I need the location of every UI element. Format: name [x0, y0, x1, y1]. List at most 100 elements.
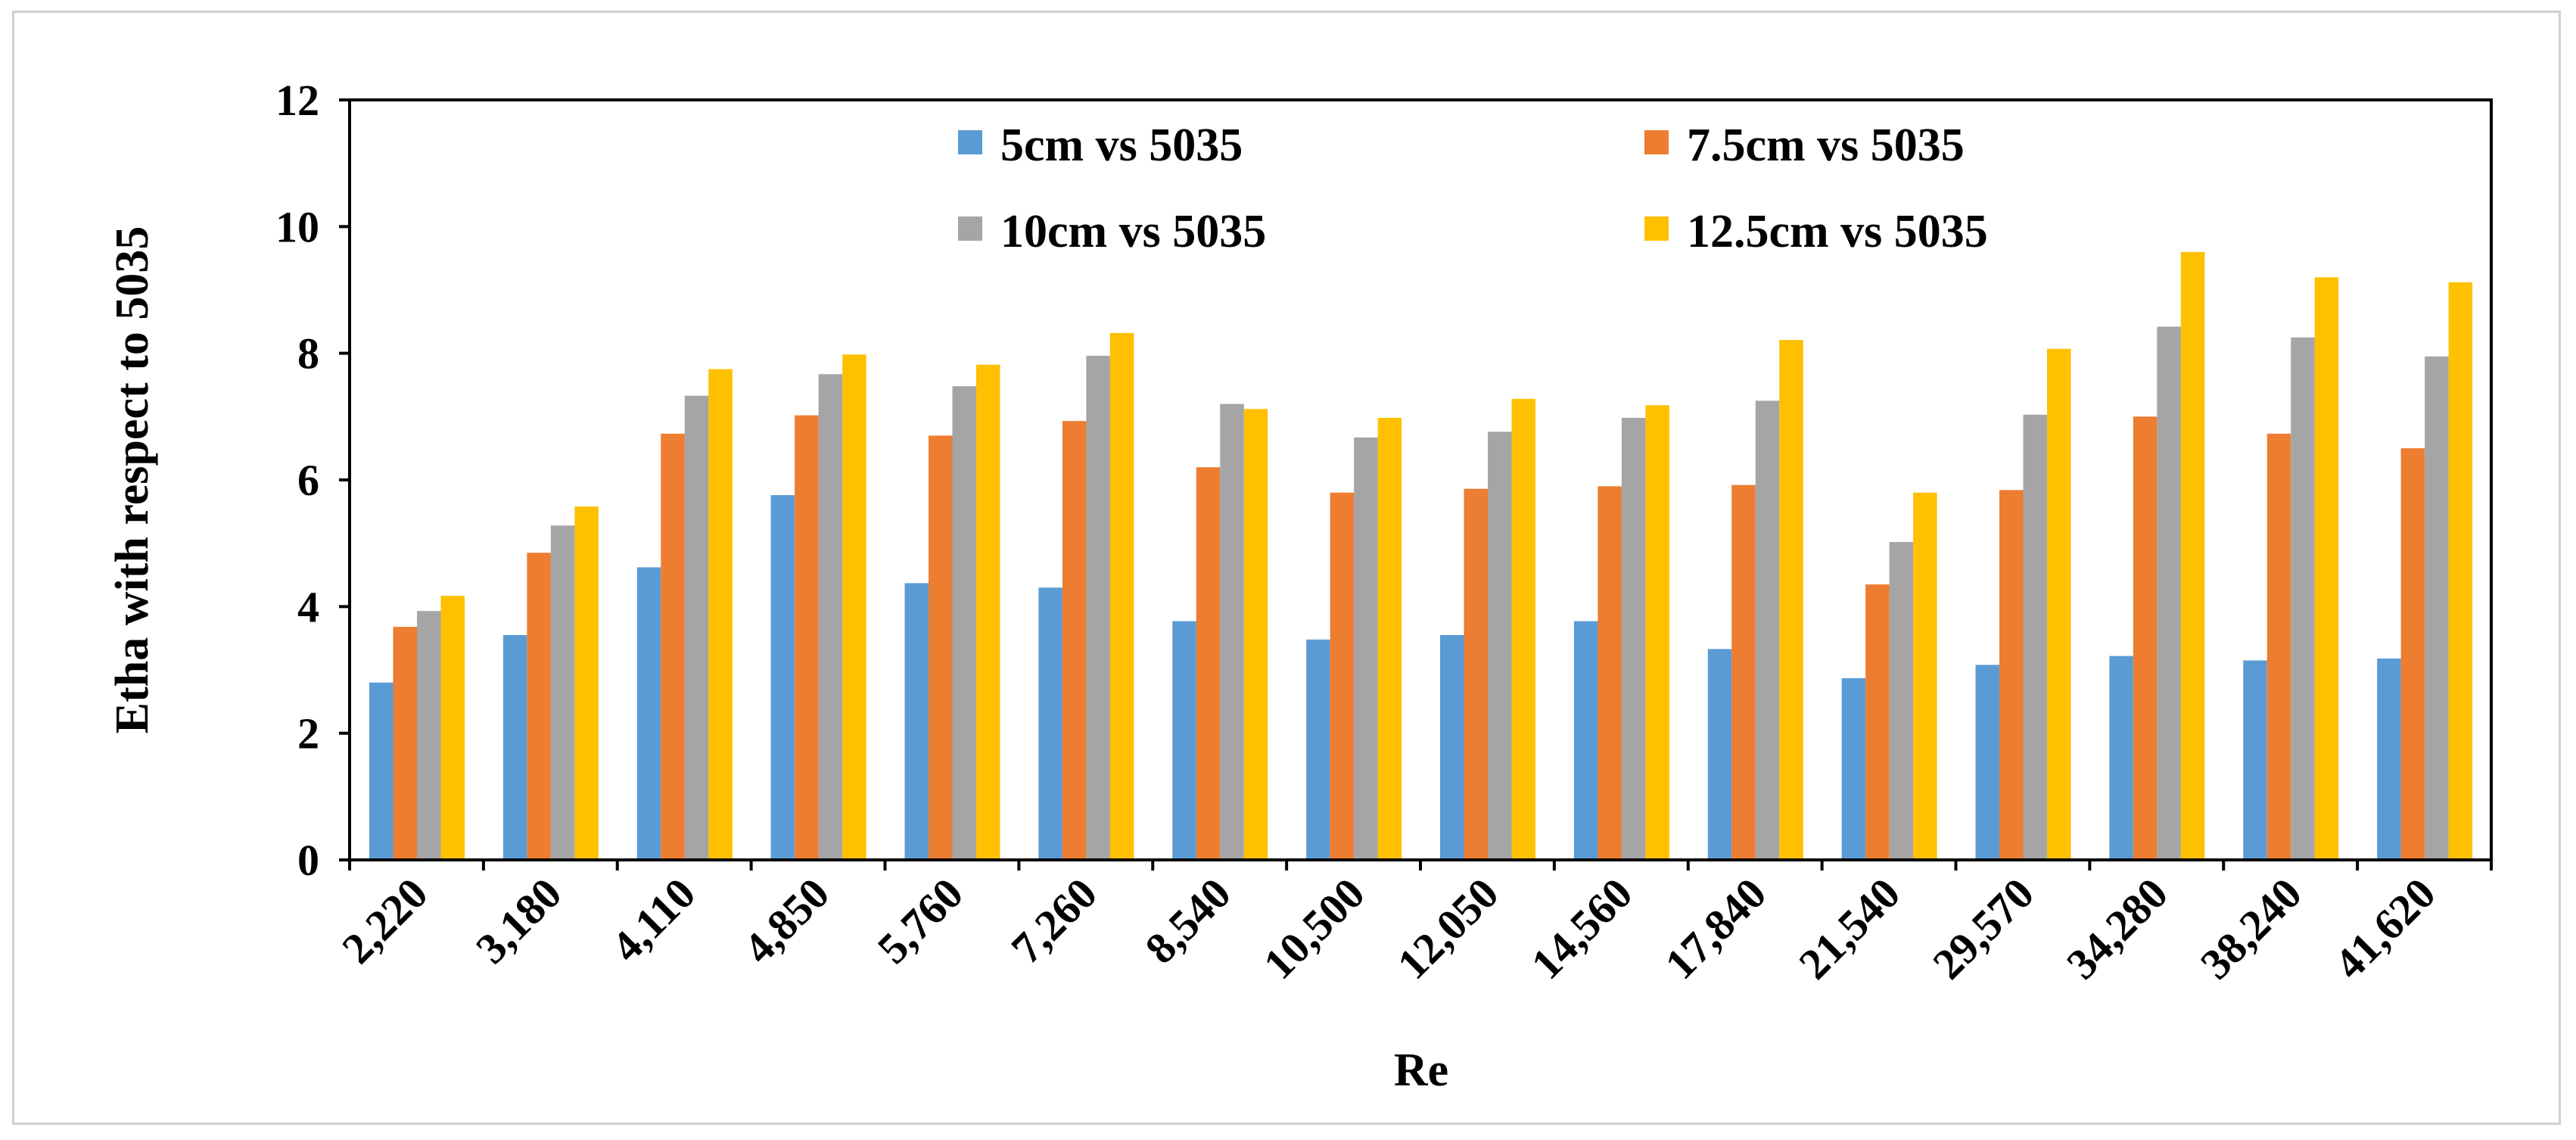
bar [1488, 431, 1512, 860]
bar [2377, 658, 2401, 860]
legend-label: 10cm vs 5035 [1000, 206, 1266, 257]
bar [2448, 282, 2473, 861]
y-tick-label: 12 [275, 76, 319, 125]
bar [1440, 634, 1464, 860]
bar [1464, 488, 1488, 860]
bar [1999, 490, 2024, 860]
bar [2133, 416, 2158, 860]
bar [976, 364, 1000, 860]
x-tick-label: 2,220 [332, 868, 437, 973]
bar [1975, 665, 1999, 860]
bar [2243, 660, 2267, 860]
bar [1865, 584, 1890, 860]
bar [1377, 418, 1402, 860]
bar [1038, 587, 1062, 860]
bar [550, 525, 575, 860]
x-tick-label: 34,280 [2057, 868, 2177, 989]
x-tick-label: 8,540 [1136, 868, 1240, 973]
bar [369, 682, 394, 860]
bar [818, 374, 843, 860]
x-axis-ticks: 2,220 3,180 4,110 4,850 5,760 7,260 8,540 10,50… [332, 860, 2493, 989]
bar [1330, 492, 1355, 860]
bar [2109, 656, 2133, 860]
x-tick-label: 12,050 [1388, 868, 1508, 989]
bar [1086, 356, 1110, 861]
bar [2023, 414, 2047, 860]
bar [842, 354, 866, 861]
bar [417, 611, 441, 860]
legend-swatch [1644, 130, 1669, 154]
legend-label: 7.5cm vs 5035 [1687, 120, 1965, 171]
legend-swatch [958, 130, 982, 154]
x-tick-label: 4,110 [602, 868, 705, 971]
legend-label: 12.5cm vs 5035 [1687, 206, 1988, 257]
x-tick-label: 10,500 [1254, 868, 1374, 989]
bar [661, 433, 685, 860]
bar [1511, 398, 1535, 860]
bar [1109, 332, 1134, 861]
legend-label: 5cm vs 5035 [1000, 120, 1243, 171]
bar [1707, 649, 1732, 860]
bar [636, 567, 661, 860]
bar [1889, 541, 1914, 860]
legend-swatch [958, 216, 982, 241]
bar [1755, 400, 1780, 860]
y-tick-label: 8 [297, 329, 319, 378]
bar [1354, 437, 1378, 860]
y-tick-label: 4 [297, 582, 319, 631]
x-tick-label: 21,540 [1790, 868, 1910, 989]
y-tick-label: 6 [297, 456, 319, 505]
bar [1243, 409, 1268, 860]
bar [393, 627, 417, 860]
x-tick-label: 5,760 [868, 868, 972, 973]
bar [1841, 677, 1866, 860]
bar [904, 583, 929, 860]
bar [1913, 492, 1937, 860]
x-tick-label: 3,180 [466, 868, 571, 973]
bar [1621, 418, 1646, 860]
bar [2291, 337, 2315, 860]
bar [1573, 621, 1598, 860]
bar [2157, 326, 2181, 860]
x-tick-label: 17,840 [1656, 868, 1776, 989]
bar [574, 506, 599, 860]
bar [1172, 621, 1196, 860]
bar [795, 415, 819, 860]
legend-swatch [1644, 216, 1669, 241]
bar [1779, 340, 1803, 860]
x-tick-label: 14,560 [1522, 868, 1642, 989]
bar [2047, 348, 2071, 860]
bar [708, 369, 733, 860]
y-tick-label: 0 [297, 836, 319, 885]
x-tick-label: 29,570 [1923, 868, 2043, 989]
legend: 5cm vs 5035 7.5cm vs 5035 10cm vs 5035 12.5… [958, 120, 1988, 257]
bar [527, 553, 551, 860]
bar [1062, 421, 1087, 860]
y-tick-label: 2 [297, 709, 319, 758]
bar [1196, 467, 1221, 860]
y-axis-title: Etha with respect to 5035 [107, 226, 158, 734]
bar [2314, 277, 2339, 860]
x-axis-title: Re [1394, 1045, 1448, 1096]
bar [770, 495, 795, 860]
bar [2400, 448, 2425, 860]
bar [952, 386, 976, 860]
x-tick-label: 41,620 [2325, 868, 2445, 989]
bar [684, 395, 709, 860]
bar [1645, 405, 1669, 860]
bar [2180, 251, 2205, 860]
x-tick-label: 38,240 [2191, 868, 2311, 989]
bar [2425, 356, 2449, 861]
bar [1598, 486, 1622, 860]
bar [929, 435, 953, 860]
x-tick-label: 7,260 [1002, 868, 1106, 973]
x-tick-label: 4,850 [734, 868, 838, 973]
bar [440, 596, 465, 860]
bar [1306, 639, 1330, 860]
y-axis-ticks: 0 2 4 6 8 10 12 [275, 76, 350, 885]
bar [502, 634, 527, 860]
y-tick-label: 10 [275, 202, 319, 251]
bars-layer [369, 251, 2473, 861]
bar [1220, 403, 1244, 860]
